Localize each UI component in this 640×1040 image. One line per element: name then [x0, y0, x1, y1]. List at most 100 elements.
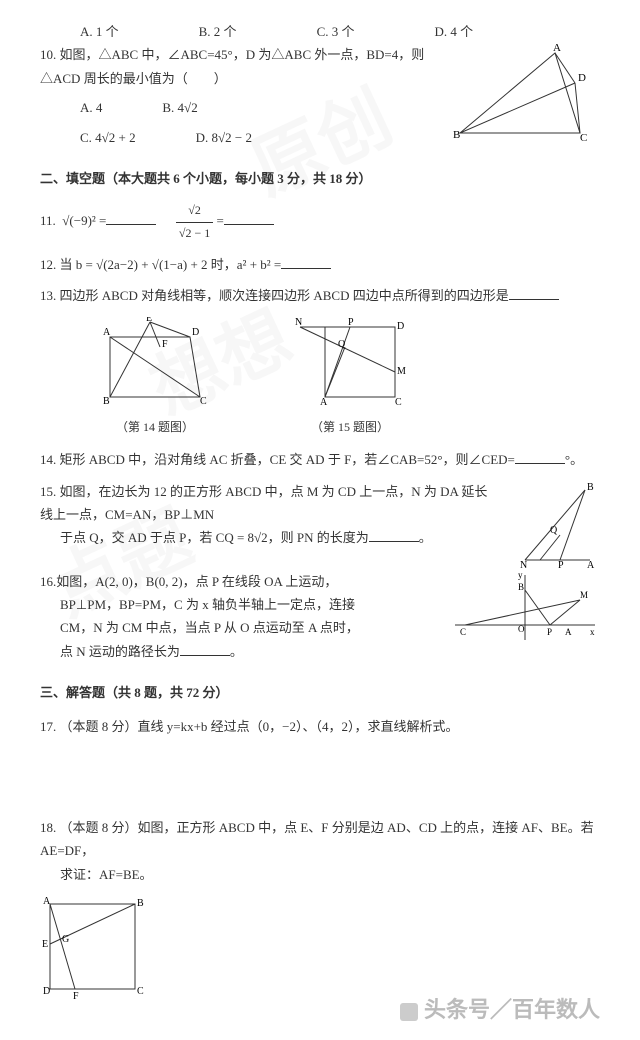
svg-text:B: B	[137, 898, 144, 909]
svg-text:F: F	[73, 991, 79, 1002]
svg-text:E: E	[42, 939, 48, 950]
svg-text:A: A	[553, 43, 561, 54]
svg-text:M: M	[397, 366, 406, 377]
q10-figure: A B C D	[450, 43, 600, 153]
svg-text:C: C	[395, 397, 402, 407]
blank	[515, 449, 565, 464]
q10-options-row1: A. 4 B. 4√2	[80, 96, 440, 119]
content-area: A. 1 个 B. 2 个 C. 3 个 D. 4 个 A B C D 10. …	[40, 20, 600, 1012]
figure-15: A C D M N P Q （第 15 题图）	[290, 317, 410, 438]
denominator: √2 − 1	[176, 223, 213, 245]
svg-text:x: x	[590, 627, 595, 637]
question-14: 14. 矩形 ABCD 中，沿对角线 AC 折叠，CE 交 AD 于 F，若∠C…	[40, 448, 600, 471]
svg-text:G: G	[62, 934, 69, 945]
svg-text:O: O	[518, 624, 525, 634]
section-3-title: 三、解答题（共 8 题，共 72 分）	[40, 681, 600, 704]
q17-num: 17.	[40, 719, 56, 734]
fig14-caption: （第 14 题图）	[100, 417, 210, 439]
q14-num: 14.	[40, 452, 56, 467]
svg-text:C: C	[580, 132, 587, 144]
svg-text:F: F	[162, 339, 168, 350]
q14-text: 矩形 ABCD 中，沿对角线 AC 折叠，CE 交 AD 于 F，若∠CAB=5…	[60, 452, 515, 467]
svg-text:A: A	[103, 327, 111, 338]
svg-text:M: M	[580, 590, 588, 600]
option-c: C. 3 个	[317, 20, 355, 43]
figure-row-14-15: A B C D E F （第 14 题图） A C D M N P Q （第 1…	[100, 317, 600, 438]
svg-text:P: P	[348, 317, 354, 328]
q17-text: （本题 8 分）直线 y=kx+b 经过点（0，−2）、（4，2），求直线解析式…	[60, 719, 459, 734]
svg-text:B: B	[518, 582, 524, 592]
option-d: D. 8√2 − 2	[196, 126, 252, 149]
fraction: √2 √2 − 1	[176, 200, 213, 244]
svg-text:A: A	[565, 627, 572, 637]
option-b: B. 4√2	[162, 96, 197, 119]
svg-text:E: E	[146, 317, 152, 324]
question-17: 17. （本题 8 分）直线 y=kx+b 经过点（0，−2）、（4，2），求直…	[40, 715, 600, 738]
numerator: √2	[176, 200, 213, 223]
q10-num: 10.	[40, 47, 56, 62]
q13-num: 13.	[40, 288, 56, 303]
svg-text:P: P	[547, 627, 552, 637]
q16-line1: 如图，A(2, 0)，B(0, 2)，点 P 在线段 OA 上运动，	[56, 574, 337, 589]
svg-text:A: A	[320, 397, 328, 407]
figure-14: A B C D E F （第 14 题图）	[100, 317, 210, 438]
q9-options: A. 1 个 B. 2 个 C. 3 个 D. 4 个	[80, 20, 600, 43]
question-13: 13. 四边形 ABCD 对角线相等，顺次连接四边形 ABCD 四边中点所得到的…	[40, 284, 600, 307]
svg-text:N: N	[295, 317, 302, 328]
blank	[509, 285, 559, 300]
q16-figure: x y O A B C P M	[450, 570, 600, 650]
q11-eq: =	[217, 213, 224, 228]
q18-line1: （本题 8 分）如图，正方形 ABCD 中，点 E、F 分别是边 AD、CD 上…	[40, 820, 594, 858]
q13-text: 四边形 ABCD 对角线相等，顺次连接四边形 ABCD 四边中点所得到的四边形是	[60, 288, 509, 303]
svg-text:y: y	[518, 570, 523, 580]
svg-text:B: B	[587, 482, 594, 493]
svg-text:A: A	[587, 560, 595, 570]
q16-line4: 点 N 运动的路径长为	[60, 644, 180, 659]
blank	[224, 210, 274, 225]
q15-num: 15.	[40, 484, 56, 499]
option-b: B. 2 个	[199, 20, 237, 43]
q18-figure: A B C D E F G	[40, 894, 150, 1004]
q12-num: 12.	[40, 257, 56, 272]
q10-options-row2: C. 4√2 + 2 D. 8√2 − 2	[80, 126, 440, 149]
svg-text:D: D	[43, 986, 50, 997]
section-2-title: 二、填空题（本大题共 6 个小题，每小题 3 分，共 18 分）	[40, 167, 600, 190]
blank	[281, 254, 331, 269]
q10-text: 如图，△ABC 中，∠ABC=45°，D 为△ABC 外一点，BD=4，则△AC…	[40, 47, 424, 85]
question-18: 18. （本题 8 分）如图，正方形 ABCD 中，点 E、F 分别是边 AD、…	[40, 816, 600, 1012]
question-12: 12. 当 b = √(2a−2) + √(1−a) + 2 时，a² + b²…	[40, 253, 600, 276]
question-10: A B C D 10. 如图，△ABC 中，∠ABC=45°，D 为△ABC 外…	[40, 43, 600, 149]
option-d: D. 4 个	[434, 20, 473, 43]
svg-text:C: C	[200, 396, 207, 407]
q15-line1: 如图，在边长为 12 的正方形 ABCD 中，点 M 为 CD 上一点，N 为 …	[40, 484, 487, 522]
svg-text:D: D	[192, 327, 199, 338]
q18-num: 18.	[40, 820, 56, 835]
blank	[369, 527, 419, 542]
svg-text:P: P	[558, 560, 564, 570]
q15-figure: N A B P Q	[510, 480, 600, 570]
question-16: x y O A B C P M 16.如图，A(2, 0)，B(0, 2)，点 …	[40, 570, 600, 664]
blank	[106, 210, 156, 225]
question-15: N A B P Q 15. 如图，在边长为 12 的正方形 ABCD 中，点 M…	[40, 480, 600, 550]
q14-unit: °。	[565, 452, 583, 467]
question-11: 11. √(−9)² = √2 √2 − 1 =	[40, 200, 600, 244]
option-c: C. 4√2 + 2	[80, 126, 136, 149]
q15-line2: 于点 Q，交 AD 于点 P，若 CQ = 8√2，则 PN 的长度为	[60, 530, 369, 545]
svg-text:N: N	[520, 560, 527, 570]
q11-part1: √(−9)² =	[62, 213, 106, 228]
svg-text:Q: Q	[550, 525, 558, 536]
q11-num: 11.	[40, 213, 56, 228]
svg-text:C: C	[460, 627, 466, 637]
blank	[180, 641, 230, 656]
option-a: A. 4	[80, 96, 102, 119]
q12-text: 当 b = √(2a−2) + √(1−a) + 2 时，a² + b² =	[60, 257, 282, 272]
svg-text:D: D	[397, 321, 404, 332]
svg-text:B: B	[103, 396, 110, 407]
fig15-caption: （第 15 题图）	[290, 417, 410, 439]
svg-text:D: D	[578, 72, 586, 84]
svg-text:A: A	[43, 896, 51, 907]
q16-num: 16.	[40, 574, 56, 589]
option-a: A. 1 个	[80, 20, 119, 43]
svg-text:B: B	[453, 129, 460, 141]
q18-line2: 求证：AF=BE。	[60, 863, 600, 886]
